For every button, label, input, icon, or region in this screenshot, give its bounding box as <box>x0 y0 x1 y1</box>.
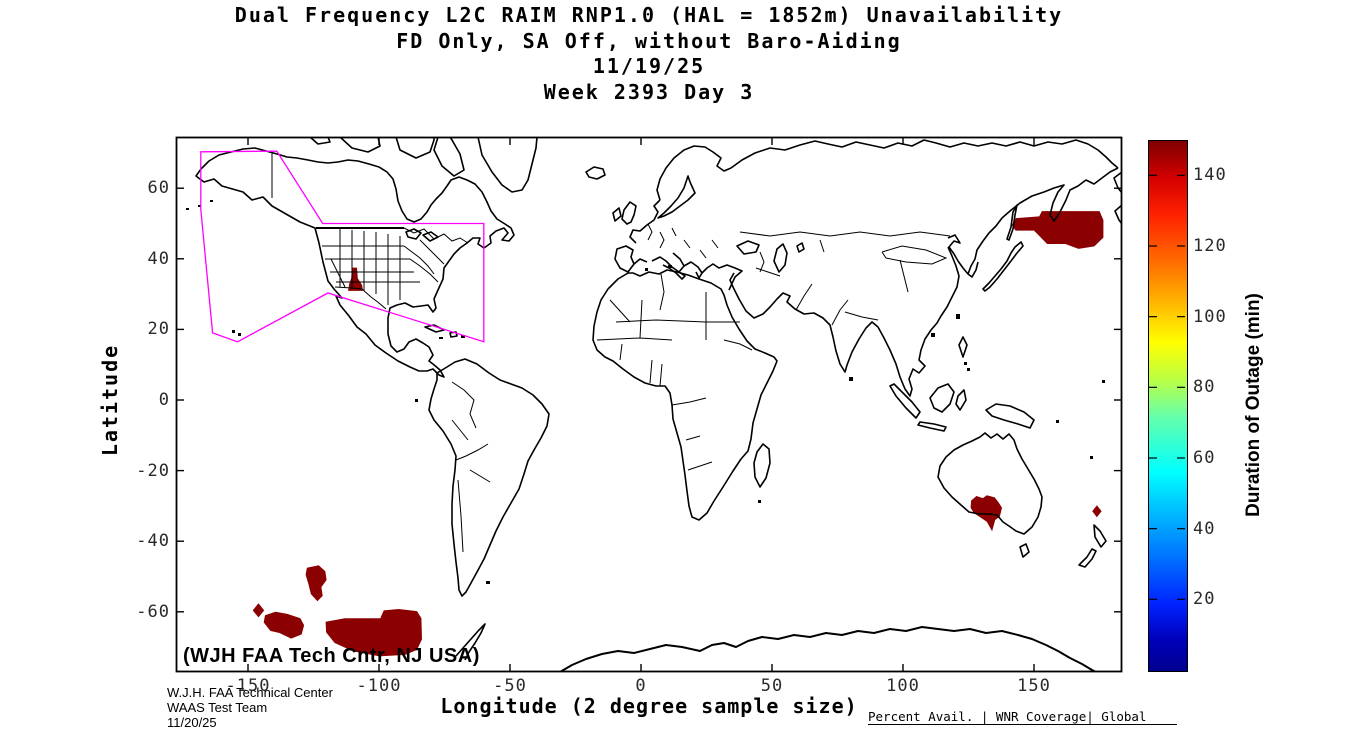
coast-scandinavia <box>656 145 732 219</box>
axis-ticks-layer <box>177 138 1121 671</box>
footer-line-2: WAAS Test Team <box>167 700 268 715</box>
footer-credit: W.J.H. FAA Technical Center WAAS Test Te… <box>167 685 333 730</box>
coast-black-sea <box>736 240 760 255</box>
colorbar-tick-label: 20 <box>1193 589 1216 610</box>
availability-table: Percent Avail. | WNR Coverage| Global 95… <box>868 681 1177 750</box>
x-tick-label: -100 <box>356 676 402 696</box>
x-axis-label: Longitude (2 degree sample size) <box>440 694 858 718</box>
outage-region-south-pacific-blob-north <box>305 565 327 602</box>
colorbar-tick-label: 60 <box>1193 448 1216 468</box>
border-eurasia <box>647 223 951 326</box>
title-line-1: Dual Frequency L2C RAIM RNP1.0 (HAL = 18… <box>234 3 1064 27</box>
coast-madagascar <box>753 443 771 488</box>
coast-australia <box>937 432 1043 535</box>
coast-bering-wrap <box>1113 171 1122 225</box>
y-tick-label: -60 <box>136 601 170 622</box>
x-tick-label: -150 <box>225 676 271 696</box>
coast-philippines <box>958 336 968 358</box>
outage-region-sea-of-japan-kurils <box>1011 211 1104 249</box>
title-line-2: FD Only, SA Off, without Baro-Aiding <box>396 28 902 53</box>
coast-italy-balkans <box>651 252 743 291</box>
coast-russia-north <box>730 139 1119 169</box>
outage-region-arizona-new-mexico <box>348 267 363 291</box>
coast-china-india-arabia <box>729 246 960 397</box>
outage-region-south-pacific-blob-west <box>263 611 305 639</box>
colorbar-tick-label: 100 <box>1193 306 1227 327</box>
coast-arctic-islands <box>309 137 465 177</box>
colorbar <box>1148 140 1188 672</box>
plot-border <box>175 136 1123 673</box>
coast-antarctica <box>559 626 1097 672</box>
waas-boundary-layer <box>200 150 485 343</box>
coast-south-america <box>428 358 550 597</box>
y-tick-label: -40 <box>136 531 170 552</box>
availability-table-header: Percent Avail. | WNR Coverage| Global <box>868 710 1177 725</box>
title-line-3: 11/19/25 <box>592 54 706 78</box>
colorbar-tick-label: 40 <box>1193 518 1216 539</box>
y-tick-label: 60 <box>147 178 170 199</box>
coast-british-isles <box>612 201 637 225</box>
outage-region-south-pacific-diamond <box>252 603 265 618</box>
outage-region-southwest-pacific-diamond <box>1092 505 1102 518</box>
border-us-states <box>322 229 445 305</box>
colorbar-tick-label: 80 <box>1193 377 1216 398</box>
y-tick-label: 20 <box>147 319 170 340</box>
coast-great-lakes <box>405 228 439 242</box>
coast-sakhalin <box>1006 204 1018 241</box>
coast-west-europe <box>629 199 661 265</box>
x-tick-label: 150 <box>1017 676 1051 696</box>
x-tick-label: 0 <box>635 676 647 696</box>
plot-title: Dual Frequency L2C RAIM RNP1.0 (HAL = 18… <box>176 3 1122 105</box>
colorbar-label: Duration of Outage (min) <box>1243 293 1264 517</box>
coast-africa <box>592 269 778 521</box>
coast-north-america <box>195 147 515 378</box>
borders-layer <box>271 152 951 553</box>
footer-line-3: 11/20/25 <box>167 715 217 730</box>
border-us-mexico <box>334 286 387 310</box>
coast-caribbean <box>424 324 458 338</box>
colorbar-tick-label: 140 <box>1193 165 1227 186</box>
outage-regions-layer <box>252 211 1104 657</box>
map-annotation: (WJH FAA Tech Cntr, NJ USA) <box>183 645 480 667</box>
coast-greenland <box>477 137 538 193</box>
x-tick-label: -50 <box>493 676 527 696</box>
waas-service-boundary <box>200 150 485 343</box>
island-dots-layer <box>186 200 1105 584</box>
coast-new-zealand <box>1078 524 1107 568</box>
footer-line-1: W.J.H. FAA Technical Center <box>167 685 333 700</box>
coast-caspian-sea <box>773 243 788 273</box>
coast-iberia <box>614 245 635 273</box>
title-line-4: Week 2393 Day 3 <box>543 79 755 104</box>
y-tick-label: -20 <box>136 460 170 481</box>
border-south-america <box>451 381 491 553</box>
outage-region-south-australia <box>970 495 1002 532</box>
coast-indonesia <box>889 383 1035 432</box>
coastlines-layer <box>195 137 1122 672</box>
coast-aral-sea <box>796 242 805 253</box>
x-tick-label: 50 <box>760 676 784 696</box>
x-tick-label: 100 <box>886 676 920 696</box>
colorbar-tick-label: 120 <box>1193 236 1227 256</box>
y-tick-label: 0 <box>158 390 170 410</box>
coast-east-asia <box>947 167 1119 278</box>
y-tick-label: 40 <box>147 248 170 269</box>
border-africa <box>596 273 753 471</box>
coast-japan <box>982 241 1024 292</box>
coast-tasmania <box>1019 543 1030 558</box>
coast-iceland <box>585 166 606 180</box>
